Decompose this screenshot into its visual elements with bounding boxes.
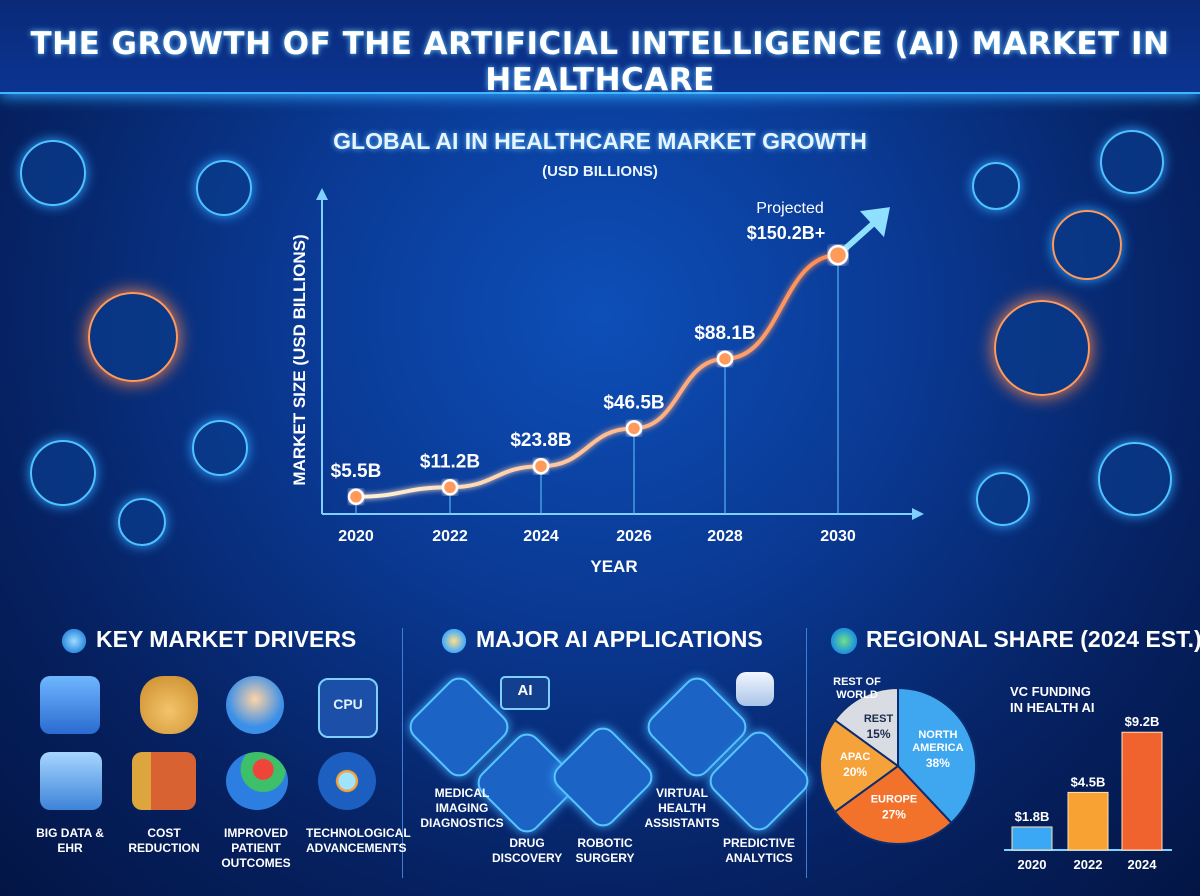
gear-icon — [60, 626, 88, 655]
globe-icon — [830, 626, 858, 655]
pie-slice — [833, 686, 899, 768]
x-tick-label: 2020 — [338, 528, 374, 545]
bar — [1067, 791, 1109, 851]
bar-category-label: 2020 — [1018, 857, 1047, 872]
robot-icon — [736, 672, 774, 706]
data-point — [347, 488, 365, 506]
pie-slice-value: 20% — [843, 765, 867, 779]
pie-slice-value: 15% — [867, 727, 891, 741]
pie-slice-name: NORTH — [918, 729, 957, 741]
drivers-title-text: KEY MARKET DRIVERS — [96, 626, 357, 652]
pie-slice-name: APAC — [840, 751, 870, 763]
bar — [1011, 826, 1053, 851]
hands-heart-icon — [226, 752, 288, 810]
pie-slice — [833, 764, 953, 845]
chip-icon — [1098, 442, 1172, 516]
database-icon — [40, 676, 100, 734]
patient-heart-icon — [226, 676, 284, 734]
page-title: THE GROWTH OF THE ARTIFICIAL INTELLIGENC… — [30, 26, 1170, 98]
stethoscope-hub-icon — [88, 292, 178, 382]
ai-chip-label: AI — [517, 682, 533, 699]
data-label: $88.1B — [694, 323, 755, 344]
x-tick-label: 2024 — [523, 528, 559, 545]
bar — [1121, 731, 1163, 851]
application-label: PREDICTIVE ANALYTICS — [722, 836, 795, 865]
brain-icon — [196, 160, 252, 216]
regional-title-text: REGIONAL SHARE (2024 EST.) — [866, 626, 1200, 652]
bar-category-label: 2024 — [1128, 857, 1158, 872]
x-axis-arrow — [912, 508, 924, 520]
regional-title: REGIONAL SHARE (2024 EST.) — [830, 626, 1200, 655]
bar-value-label: $4.5B — [1071, 774, 1106, 789]
driver-label: TECHNOLOGICAL ADVANCEMENTS — [306, 826, 411, 855]
drivers-title: KEY MARKET DRIVERS — [60, 626, 356, 655]
data-label: $23.8B — [510, 430, 571, 451]
ai-chip-icon — [500, 676, 550, 710]
y-axis-arrow — [316, 188, 328, 200]
driver-label: IMPROVED PATIENT OUTCOMES — [221, 826, 291, 870]
bar-value-label: $1.8B — [1015, 809, 1050, 824]
header-banner: THE GROWTH OF THE ARTIFICIAL INTELLIGENC… — [0, 0, 1200, 98]
data-label: $46.5B — [603, 392, 664, 413]
data-point — [716, 350, 734, 368]
panel-divider — [806, 628, 807, 878]
pie-slice-value: 38% — [926, 756, 950, 770]
brain-icon — [118, 498, 166, 546]
applications-title-text: MAJOR AI APPLICATIONS — [476, 626, 763, 652]
data-label: $5.5B — [331, 461, 382, 482]
panel-divider — [402, 628, 403, 878]
x-axis-label: YEAR — [590, 557, 637, 576]
line-chart-subtitle: (USD BILLIONS) — [542, 163, 658, 180]
brain-icon — [1052, 210, 1122, 280]
data-label: $11.2B — [420, 451, 480, 472]
trend-arrowhead — [860, 207, 890, 238]
application-label: VIRTUAL HEALTH ASSISTANTS — [644, 786, 720, 830]
data-point — [827, 244, 849, 266]
driver-label: BIG DATA & EHR — [36, 826, 104, 855]
x-tick-label: 2022 — [432, 528, 468, 545]
money-bag-icon — [140, 676, 198, 734]
data-point — [625, 420, 643, 437]
x-tick-label: 2028 — [707, 528, 743, 545]
chip-icon — [972, 162, 1020, 210]
data-label: $150.2B+ — [747, 223, 826, 243]
cpu-chip-label: CPU — [333, 696, 363, 712]
network-icon — [976, 472, 1030, 526]
x-tick-label: 2030 — [820, 528, 856, 545]
pie-outer-label: REST OF WORLD — [833, 676, 881, 701]
data-point — [532, 457, 550, 475]
network-icon — [1100, 130, 1164, 194]
application-label: MEDICAL IMAGING DIAGNOSTICS — [420, 786, 504, 830]
pie-slice-value: 27% — [882, 808, 906, 822]
line-chart-title: GLOBAL AI IN HEALTHCARE MARKET GROWTH — [333, 128, 867, 154]
growth-chart-icon — [132, 752, 196, 810]
x-tick-label: 2026 — [616, 528, 652, 545]
application-label: ROBOTIC SURGERY — [575, 836, 635, 865]
driver-label: COST REDUCTION — [128, 826, 200, 855]
pie-slice-name: AMERICA — [912, 742, 963, 754]
brain-icon — [192, 420, 248, 476]
stethoscope-icon — [30, 440, 96, 506]
bar-value-label: $9.2B — [1125, 714, 1160, 729]
applications-title: MAJOR AI APPLICATIONS — [440, 626, 763, 655]
bar-chart-title: VC FUNDING IN HEALTH AI — [1010, 684, 1095, 715]
projected-annotation: Projected — [756, 200, 824, 217]
cpu-icon — [318, 678, 378, 738]
circuit-icon — [318, 752, 376, 810]
pie-slice — [897, 686, 977, 825]
y-axis-label: MARKET SIZE (USD BILLIONS) — [290, 234, 309, 485]
robot-hub-icon — [994, 300, 1090, 396]
stethoscope-icon — [20, 140, 86, 206]
application-label: DRUG DISCOVERY — [492, 836, 563, 865]
pie-slice-name: REST — [864, 713, 894, 725]
brain-bulb-icon — [440, 626, 468, 655]
pie-slice — [819, 718, 900, 814]
bar-category-label: 2022 — [1074, 857, 1103, 872]
data-point — [441, 479, 459, 496]
pie-slice-name: EUROPE — [871, 794, 917, 806]
ehr-record-icon — [40, 752, 102, 810]
